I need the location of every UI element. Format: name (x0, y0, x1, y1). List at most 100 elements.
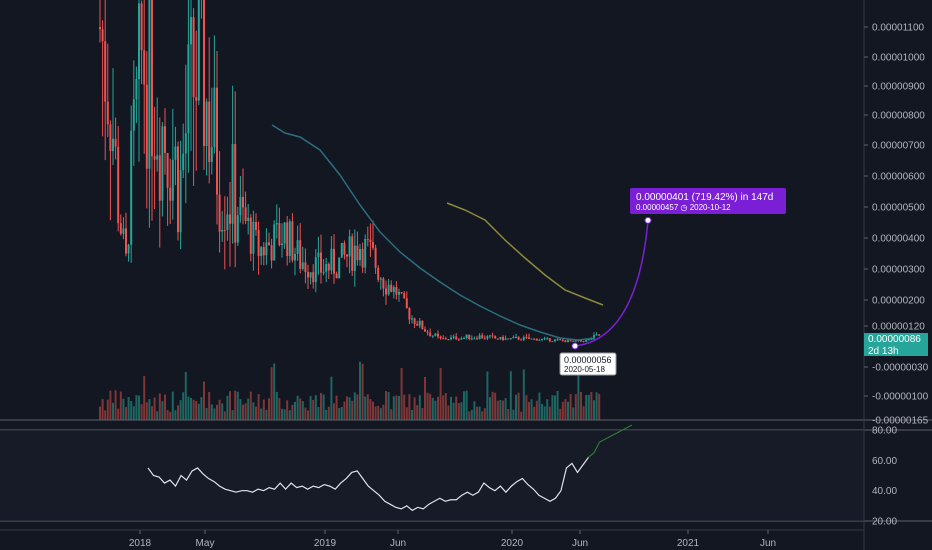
candle-body (590, 338, 593, 340)
candle-body (408, 308, 411, 320)
candle-body (416, 323, 419, 326)
low-price-marker[interactable]: 0.00000056 2020-05-18 (559, 352, 617, 376)
candle-body (221, 229, 224, 232)
volume-bar (236, 391, 239, 420)
candle-body (437, 333, 439, 337)
volume-bar (548, 406, 551, 420)
candle-body (104, 41, 107, 102)
candle-body (320, 252, 322, 273)
candle-body (291, 221, 294, 261)
candle-body (463, 338, 465, 340)
candle-body (156, 155, 159, 160)
volume-bar (481, 411, 484, 420)
volume-bar (135, 395, 138, 420)
volume-bar (530, 399, 533, 420)
candle-body (541, 338, 543, 340)
candle-body (335, 273, 338, 279)
candle-body (517, 336, 520, 340)
volume-bar (577, 362, 580, 420)
time-axis[interactable]: 2018 May 2019 Jun 2020 Jun 2021 Jun (129, 530, 776, 549)
candle-body (197, 0, 200, 101)
price-tick-label: 0.00001000 (872, 53, 925, 64)
price-tick-label: 0.00000400 (872, 234, 925, 245)
candle-body (301, 262, 304, 269)
volume-bar (478, 406, 481, 420)
volume-bar (164, 394, 166, 420)
candle-body (374, 247, 377, 268)
candle-body (242, 197, 244, 208)
countdown-value: 2d 13h (868, 346, 899, 357)
candle-body (122, 228, 125, 234)
candle-body (455, 336, 458, 340)
candle-body (413, 318, 416, 324)
candle-body (177, 146, 179, 233)
price-tick-label: -0.00000165 (872, 416, 929, 427)
candle-body (567, 340, 569, 343)
volume-bar (179, 400, 182, 420)
candle-body (333, 248, 335, 274)
volume-bar (353, 392, 356, 420)
volume-bar (413, 397, 416, 420)
volume-bar (434, 400, 437, 420)
projection-curve[interactable] (574, 220, 649, 347)
candle-body (166, 152, 169, 188)
volume-bar (195, 400, 198, 420)
projection-sublabel: 0.00000457 ◷ 2020-10-12 (636, 203, 731, 212)
candle-body (260, 247, 263, 257)
volume-bar (327, 406, 330, 420)
candle-body (218, 194, 221, 232)
volume-bar (582, 406, 585, 420)
candle-body (385, 288, 387, 295)
volume-bar (314, 395, 317, 420)
volume-bar (182, 392, 185, 420)
volume-bar (130, 401, 133, 420)
volume-bar (294, 401, 296, 420)
candle-body (496, 338, 499, 340)
projection-end-point[interactable] (644, 216, 652, 224)
candle-body (281, 243, 283, 246)
projection-start-point[interactable] (571, 342, 579, 350)
candle-body (203, 0, 205, 146)
volume-bar (153, 397, 156, 420)
candle-body (265, 242, 268, 256)
candle-body (346, 254, 348, 257)
volume-bar (595, 392, 598, 420)
candle-body (195, 97, 198, 101)
volume-bar (556, 390, 559, 420)
candle-body (502, 336, 504, 341)
volume-bar (561, 401, 564, 420)
volume-bar (270, 367, 273, 420)
volume-bar (366, 394, 369, 420)
candle-body (509, 338, 512, 340)
candle-body (465, 334, 468, 339)
rsi-axis[interactable]: 80.00 60.00 40.00 20.00 (872, 426, 897, 528)
candle-body (369, 239, 372, 243)
volume-bar (382, 404, 385, 420)
candle-body (359, 248, 361, 261)
volume-bar (351, 400, 354, 420)
volume-bar (590, 392, 593, 420)
volume-bar (457, 403, 460, 420)
volume-bar (252, 402, 255, 420)
volume-bar (429, 393, 432, 420)
candlestick-series (99, 0, 601, 343)
volume-bar (450, 396, 452, 420)
volume-bar (296, 395, 299, 420)
candle-body (132, 99, 135, 131)
candle-body (520, 339, 523, 341)
volume-bar (385, 391, 387, 420)
candle-body (515, 336, 517, 338)
volume-bar (486, 371, 489, 420)
time-tick-label: Jun (390, 538, 406, 549)
volume-bar (205, 407, 208, 420)
candle-body (278, 223, 281, 246)
volume-bar (431, 397, 434, 420)
candle-body (249, 217, 252, 254)
candle-body (356, 245, 359, 261)
candle-body (223, 229, 226, 231)
last-price-tag: 0.00000086 2d 13h (864, 333, 928, 357)
volume-bar (138, 395, 140, 420)
candle-body (554, 339, 556, 342)
